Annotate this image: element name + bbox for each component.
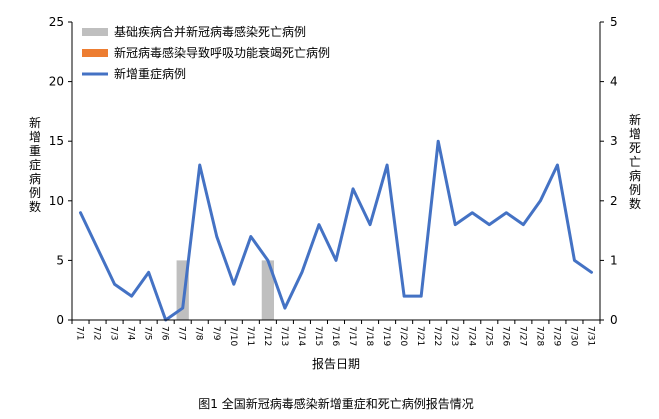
x-tick-label: 7/11 (245, 326, 255, 346)
line-point (590, 271, 593, 274)
plot-area (79, 139, 593, 322)
y-tick-label-left: 20 (49, 75, 64, 89)
x-tick-label: 7/25 (483, 326, 493, 346)
line-point (556, 163, 559, 167)
line-point (249, 235, 253, 238)
y-axis-label-right: 新增死亡病例数 (629, 112, 641, 211)
line-point (283, 306, 287, 310)
x-tick-label: 7/29 (551, 326, 561, 346)
line-point (368, 223, 372, 226)
x-tick-label: 7/30 (568, 326, 578, 346)
y-tick-label-left: 0 (56, 313, 64, 327)
line-point (181, 306, 184, 310)
y-axis-label-left: 新增重症病例数 (29, 115, 41, 214)
line-point (471, 211, 474, 214)
x-tick-label: 7/1 (75, 326, 85, 340)
x-tick-label: 7/4 (126, 326, 136, 341)
line-point (488, 223, 491, 226)
line-point (539, 199, 542, 202)
x-tick-label: 7/8 (194, 326, 204, 341)
x-tick-label: 7/23 (449, 326, 459, 346)
x-tick-label: 7/17 (347, 326, 357, 346)
x-tick-label: 7/22 (432, 326, 442, 346)
x-tick-label: 7/6 (160, 326, 170, 341)
line-point (130, 294, 133, 298)
legend-swatch (82, 28, 108, 36)
series-line (79, 139, 593, 322)
line-point (351, 187, 355, 191)
y-tick-label-right: 3 (610, 134, 618, 148)
y-tick-label-left: 5 (56, 253, 64, 267)
line-point (198, 163, 201, 167)
x-tick-label: 7/21 (415, 326, 425, 346)
x-tick-label: 7/13 (279, 326, 289, 346)
bar (261, 260, 275, 320)
x-axis-label: 报告日期 (312, 356, 360, 371)
line-point (79, 211, 82, 214)
figure-caption: 图1 全国新冠病毒感染新增重症和死亡病例报告情况 (198, 396, 473, 411)
x-tick-label: 7/18 (364, 326, 374, 346)
y-tick-label-right: 5 (610, 15, 618, 29)
x-tick-label: 7/15 (313, 326, 323, 346)
x-tick-label: 7/16 (330, 326, 340, 346)
x-tick-label: 7/20 (398, 326, 408, 346)
y-tick-label-right: 1 (610, 253, 618, 267)
x-tick-label: 7/26 (500, 326, 510, 346)
line-point (147, 271, 150, 274)
x-tick-label: 7/14 (296, 326, 306, 346)
line-point (419, 294, 423, 298)
line-point (232, 283, 236, 286)
x-tick-label: 7/7 (177, 326, 187, 340)
x-tick-label: 7/31 (585, 326, 595, 346)
line-point (113, 283, 116, 286)
axes: 0 5 10 15 20 25 0 1 2 3 4 5 7/1 7/2 7/3 7/4 7/5 7/6 7/7 7/8… (49, 15, 618, 346)
line-point (505, 211, 508, 214)
y-tick-label-right: 2 (610, 194, 618, 208)
line-point (300, 271, 304, 274)
line-point (522, 223, 525, 226)
y-tick-label-right: 0 (610, 313, 618, 327)
line-point (334, 259, 338, 262)
line-point (402, 294, 406, 298)
x-tick-label: 7/2 (92, 326, 102, 340)
x-tick-label: 7/28 (534, 326, 544, 346)
x-tick-label: 7/27 (517, 326, 527, 346)
y-tick-label-left: 15 (49, 134, 64, 148)
x-tick-label: 7/19 (381, 326, 391, 346)
x-tick-label: 7/12 (262, 326, 272, 346)
line-point (317, 223, 321, 226)
line-point (573, 259, 576, 262)
x-tick-label: 7/10 (228, 326, 238, 346)
line-point (96, 247, 99, 250)
legend-swatch (82, 49, 108, 57)
legend-label: 新冠病毒感染导致呼吸功能衰竭死亡病例 (114, 45, 330, 60)
line-point (215, 235, 218, 238)
line-point (454, 223, 457, 226)
line-point (436, 140, 440, 143)
y-tick-label-right: 4 (610, 75, 618, 89)
x-tick-label: 7/9 (211, 326, 221, 341)
y-tick-label-left: 10 (49, 194, 64, 208)
line-point (385, 163, 389, 167)
x-tick-label: 7/5 (143, 326, 153, 340)
x-tick-label: 7/24 (466, 326, 476, 346)
x-tick-label: 7/3 (109, 326, 119, 340)
line-point (266, 259, 270, 262)
legend-label: 新增重症病例 (114, 66, 186, 81)
y-tick-label-left: 25 (49, 15, 64, 29)
legend-label: 基础疾病合并新冠病毒感染死亡病例 (114, 24, 306, 39)
